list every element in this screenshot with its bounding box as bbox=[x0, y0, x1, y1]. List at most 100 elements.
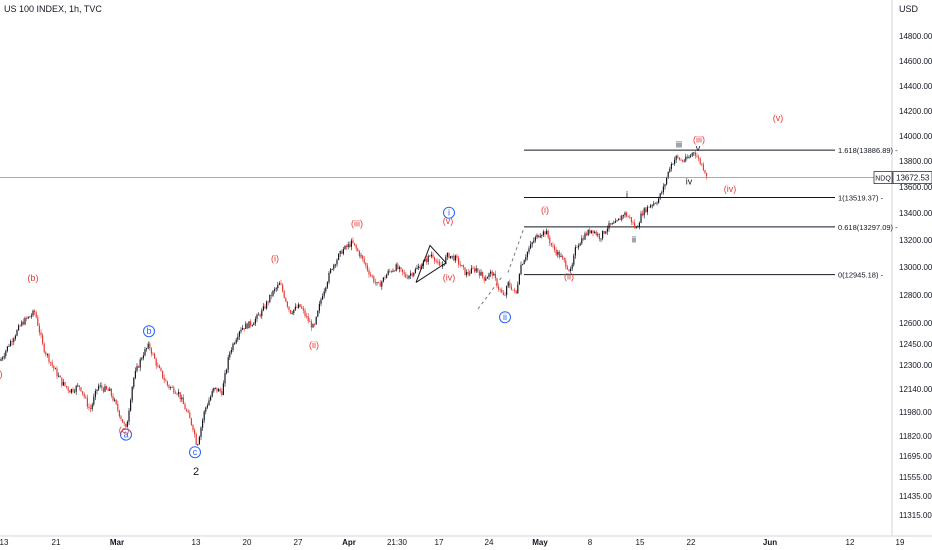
candle-body bbox=[126, 421, 128, 427]
candle-body bbox=[429, 255, 431, 257]
candle-body bbox=[50, 362, 52, 363]
candle-body bbox=[288, 306, 290, 311]
candle-body bbox=[494, 273, 496, 279]
candle-body bbox=[157, 365, 159, 367]
candle-body bbox=[38, 325, 40, 333]
candle-body bbox=[493, 273, 495, 276]
candle-body bbox=[382, 277, 384, 282]
candle-body bbox=[667, 171, 669, 179]
candle-body bbox=[699, 158, 701, 164]
candle-body bbox=[395, 264, 397, 271]
candle-body bbox=[680, 159, 682, 161]
candle-body bbox=[558, 251, 560, 258]
candle-body bbox=[691, 153, 693, 156]
symbol-badge-label: NDQ bbox=[875, 176, 891, 183]
time-tick-label: 21:30 bbox=[387, 538, 408, 547]
candle-body bbox=[611, 223, 613, 225]
candle-body bbox=[226, 369, 228, 374]
candle-body bbox=[678, 157, 680, 160]
time-tick-label: 22 bbox=[687, 538, 696, 547]
candle-body bbox=[406, 277, 408, 279]
candle-body bbox=[627, 216, 629, 218]
candle-body bbox=[19, 325, 21, 327]
candle-body bbox=[10, 341, 12, 347]
candle-body bbox=[312, 324, 314, 328]
candle-body bbox=[72, 389, 74, 392]
candle-body bbox=[96, 389, 98, 391]
candle-body bbox=[168, 385, 170, 388]
candle-body bbox=[574, 247, 576, 256]
candle-body bbox=[282, 284, 284, 292]
time-axis[interactable]: 13 21 Mar 13 20 27 Apr 21:30 17 24 May 8 15 22 Jun 12 19 bbox=[0, 538, 905, 547]
last-price-value: 13672.53 bbox=[896, 174, 930, 183]
candle-body bbox=[120, 416, 122, 420]
candle-body bbox=[587, 229, 589, 236]
candle-body bbox=[125, 423, 127, 427]
time-tick-label: 13 bbox=[0, 538, 9, 547]
candle-body bbox=[254, 318, 256, 324]
candle-body bbox=[186, 409, 188, 412]
candle-body bbox=[626, 212, 628, 217]
wave-label: (iv) bbox=[443, 272, 456, 282]
candle-body bbox=[389, 270, 391, 272]
candle-body bbox=[654, 203, 656, 205]
candle-body bbox=[26, 317, 28, 319]
candle-body bbox=[392, 270, 394, 272]
price-tick-label: 12800.00 bbox=[899, 291, 932, 300]
candle-body bbox=[413, 272, 415, 276]
candle-body bbox=[240, 329, 242, 332]
candle-body bbox=[640, 213, 642, 223]
candle-body bbox=[669, 168, 671, 172]
candle-body bbox=[296, 306, 298, 308]
wave-label: i bbox=[448, 208, 450, 218]
symbol-badge bbox=[873, 171, 893, 184]
wave-label: 2 bbox=[193, 466, 199, 478]
candle-body bbox=[82, 391, 84, 394]
dashed-trendline bbox=[477, 275, 504, 310]
candle-body bbox=[424, 258, 426, 262]
candle-body bbox=[384, 277, 386, 279]
candle-body bbox=[386, 274, 388, 279]
price-axis[interactable]: 14800.00 14600.00 14400.00 14200.00 14000.00… bbox=[899, 32, 932, 520]
candle-body bbox=[595, 231, 597, 235]
candle-body bbox=[658, 198, 660, 203]
candle-body bbox=[75, 386, 77, 392]
candle-body bbox=[589, 229, 591, 234]
price-tick-label: 12140.00 bbox=[899, 385, 932, 394]
wave-label: (iii) bbox=[351, 219, 363, 229]
wave-label: (v) bbox=[443, 216, 454, 226]
candle-body bbox=[650, 205, 652, 208]
candle-body bbox=[542, 231, 544, 236]
candle-body bbox=[672, 163, 674, 165]
candle-body bbox=[638, 222, 640, 227]
candle-body bbox=[360, 255, 362, 257]
price-tick-label: 13600.00 bbox=[899, 183, 932, 192]
candle-body bbox=[13, 338, 15, 342]
candle-body bbox=[11, 341, 13, 343]
candle-body bbox=[110, 388, 112, 396]
candle-body bbox=[653, 203, 655, 206]
candle-body bbox=[378, 282, 380, 284]
candle-body bbox=[552, 245, 554, 247]
candle-body bbox=[440, 265, 442, 267]
candle-body bbox=[480, 271, 482, 276]
candle-body bbox=[408, 275, 410, 279]
candle-body bbox=[701, 163, 703, 165]
candle-body bbox=[173, 387, 175, 393]
candle-body bbox=[518, 274, 520, 285]
candle-body bbox=[618, 218, 620, 221]
candle-body bbox=[646, 206, 648, 213]
candle-body bbox=[178, 392, 180, 394]
candle-body bbox=[469, 273, 471, 275]
candle-body bbox=[54, 368, 56, 370]
candle-body bbox=[166, 381, 168, 386]
candle-body bbox=[363, 258, 365, 263]
candle-body bbox=[643, 208, 645, 216]
candle-body bbox=[43, 343, 45, 353]
wave-label: iv bbox=[686, 176, 693, 186]
candle-body bbox=[294, 306, 296, 310]
candle-body bbox=[539, 235, 541, 238]
candle-body bbox=[326, 282, 328, 288]
candle-body bbox=[146, 348, 148, 350]
